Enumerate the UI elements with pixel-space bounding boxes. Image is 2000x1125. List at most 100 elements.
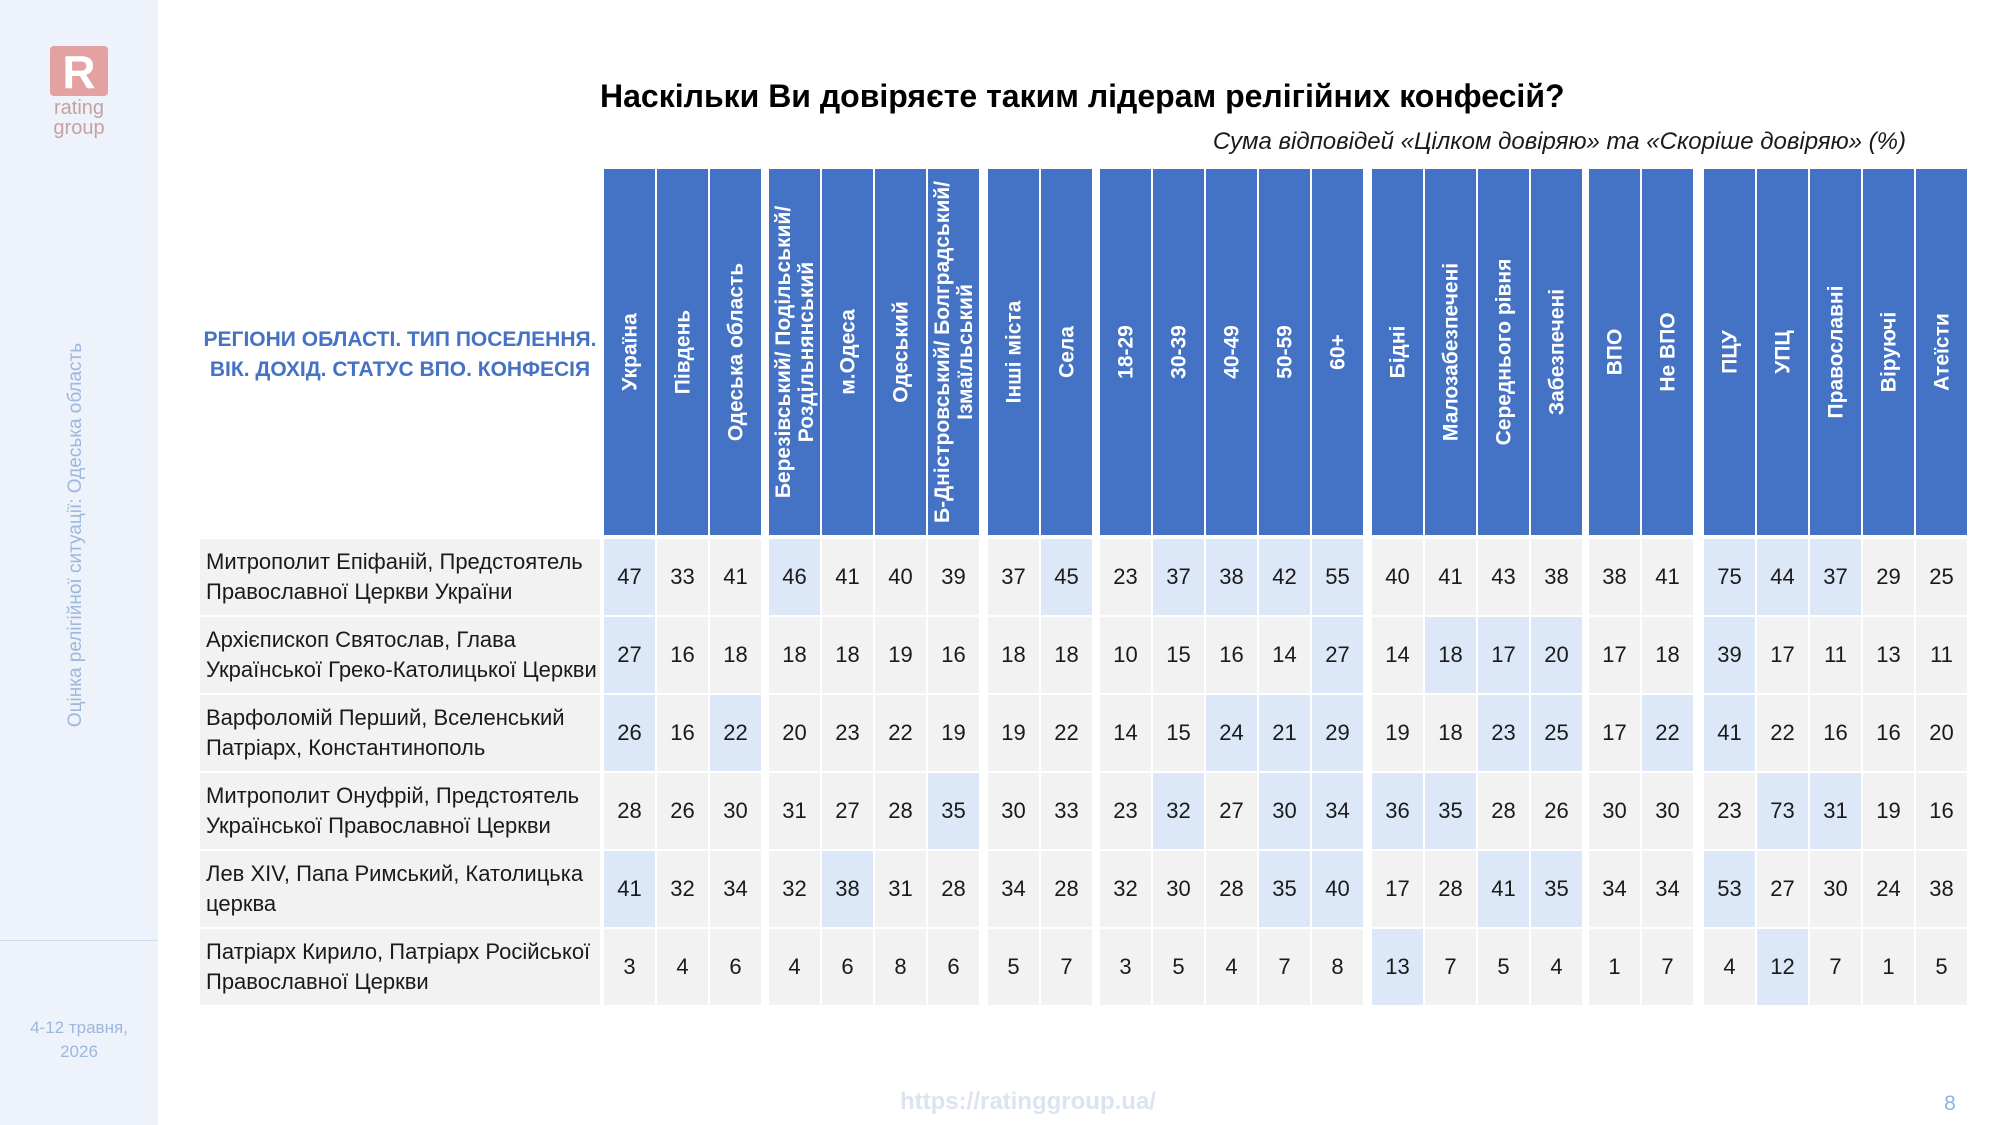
table-cell: 12	[1757, 929, 1808, 1005]
table-cell: 20	[1916, 695, 1967, 771]
table-cell: 35	[1259, 851, 1310, 927]
table-cell: 19	[1372, 695, 1423, 771]
table-cell: 1	[1589, 929, 1640, 1005]
rating-group-logo: R rating group	[34, 44, 124, 144]
table-cell: 15	[1153, 695, 1204, 771]
row-header: РЕГІОНИ ОБЛАСТІ. ТИП ПОСЕЛЕННЯ. ВІК. ДОХ…	[200, 325, 600, 385]
table-cell: 30	[1153, 851, 1204, 927]
table-cell: 28	[928, 851, 979, 927]
row-label-line: церква	[206, 891, 277, 916]
table-cell: 19	[988, 695, 1039, 771]
table-cell: 16	[657, 617, 708, 693]
table-cell: 28	[604, 773, 655, 849]
table-cell: 30	[988, 773, 1039, 849]
row-label-line: Варфоломій Перший, Вселенський	[206, 705, 565, 730]
table-cell: 27	[1757, 851, 1808, 927]
table-cell: 17	[1589, 617, 1640, 693]
column-header-label: Православні	[1824, 285, 1847, 419]
column-header-label: Не ВПО	[1656, 312, 1679, 392]
column-header-label: 30-39	[1167, 325, 1190, 379]
table-cell: 37	[988, 539, 1039, 615]
row-label-text: Патріарх Кирило, Патріарх Російської Прав…	[200, 937, 590, 997]
table-cell: 27	[1206, 773, 1257, 849]
row-label-text: Митрополит Епіфаній, Предстоятель Правосл…	[200, 547, 583, 607]
table-cell: 7	[1425, 929, 1476, 1005]
column-header-label: Віруючі	[1877, 311, 1900, 393]
table-cell: 16	[1810, 695, 1861, 771]
table-cell: 16	[657, 695, 708, 771]
table-cell: 45	[1041, 539, 1092, 615]
table-cell: 34	[710, 851, 761, 927]
column-header-label: Малозабезпечені	[1439, 262, 1462, 442]
table-cell: 5	[988, 929, 1039, 1005]
table-cell: 32	[657, 851, 708, 927]
table-cell: 46	[769, 539, 820, 615]
table-cell: 11	[1916, 617, 1967, 693]
table-cell: 28	[1478, 773, 1529, 849]
table-cell: 38	[1589, 539, 1640, 615]
table-cell: 29	[1312, 695, 1363, 771]
table-cell: 19	[875, 617, 926, 693]
row-label-text: Архієпископ Святослав, Глава Української …	[200, 625, 597, 685]
table-cell: 41	[822, 539, 873, 615]
table-cell: 6	[710, 929, 761, 1005]
column-header-label: УПЦ	[1771, 330, 1794, 374]
table-cell: 36	[1372, 773, 1423, 849]
table-cell: 37	[1810, 539, 1861, 615]
column-header: Атеїсти	[1916, 169, 1967, 535]
table-cell: 30	[1810, 851, 1861, 927]
date-line-2: 2026	[60, 1042, 98, 1061]
table-cell: 40	[875, 539, 926, 615]
table-cell: 23	[1100, 773, 1151, 849]
table-cell: 23	[1478, 695, 1529, 771]
row-label-line: Православної Церкви України	[206, 579, 513, 604]
table-cell: 38	[1531, 539, 1582, 615]
row-label-line: Митрополит Онуфрій, Предстоятель	[206, 783, 580, 808]
table-cell: 29	[1863, 539, 1914, 615]
table-cell: 23	[1100, 539, 1151, 615]
logo-word-rating: rating	[53, 97, 105, 119]
column-header-label: 40-49	[1220, 325, 1243, 379]
row-label-text: Митрополит Онуфрій, Предстоятель Українсь…	[200, 781, 579, 841]
column-header-label: ПЦУ	[1718, 330, 1741, 374]
table-cell: 33	[657, 539, 708, 615]
footer-url[interactable]: https://ratinggroup.ua/	[900, 1088, 1156, 1115]
table-cell: 34	[1642, 851, 1693, 927]
table-cell: 31	[875, 851, 926, 927]
table-cell: 30	[710, 773, 761, 849]
table-cell: 26	[657, 773, 708, 849]
column-header-label: Атеїсти	[1930, 313, 1953, 391]
table-cell: 4	[769, 929, 820, 1005]
table-cell: 38	[1916, 851, 1967, 927]
column-header-label: 50-59	[1273, 325, 1296, 379]
column-header-label: Інші міста	[1002, 300, 1025, 404]
table-cell: 3	[604, 929, 655, 1005]
column-header: 18-29	[1100, 169, 1151, 535]
table-cell: 4	[1206, 929, 1257, 1005]
table-cell: 19	[928, 695, 979, 771]
table-cell: 26	[604, 695, 655, 771]
rating-group-logo-icon: R	[50, 46, 108, 98]
row-label-line: Української Греко-Католицької Церкви	[206, 657, 597, 682]
table-cell: 6	[822, 929, 873, 1005]
table-cell: 11	[1810, 617, 1861, 693]
row-header-line-1: РЕГІОНИ ОБЛАСТІ. ТИП ПОСЕЛЕННЯ.	[203, 328, 597, 351]
column-header-label: 60+	[1326, 334, 1349, 370]
table-cell: 20	[1531, 617, 1582, 693]
column-header: Березівський/ Подільський/ Роздільнянськ…	[769, 169, 820, 535]
row-label-text: Лев XIV, Папа Римський, Католицька церква	[200, 859, 583, 919]
table-cell: 31	[1810, 773, 1861, 849]
table-cell: 8	[1312, 929, 1363, 1005]
column-header-label: Одеська область	[724, 262, 747, 442]
row-label-line: Української Православної Церкви	[206, 813, 551, 838]
column-header: УПЦ	[1757, 169, 1808, 535]
table-cell: 35	[1531, 851, 1582, 927]
row-label: Варфоломій Перший, Вселенський Патріарх, …	[200, 695, 600, 771]
table-cell: 34	[1589, 851, 1640, 927]
table-cell: 24	[1206, 695, 1257, 771]
table-cell: 30	[1642, 773, 1693, 849]
table-cell: 16	[928, 617, 979, 693]
page-number: 8	[1944, 1092, 1956, 1115]
table-cell: 15	[1153, 617, 1204, 693]
row-label-line: Православної Церкви	[206, 969, 429, 994]
